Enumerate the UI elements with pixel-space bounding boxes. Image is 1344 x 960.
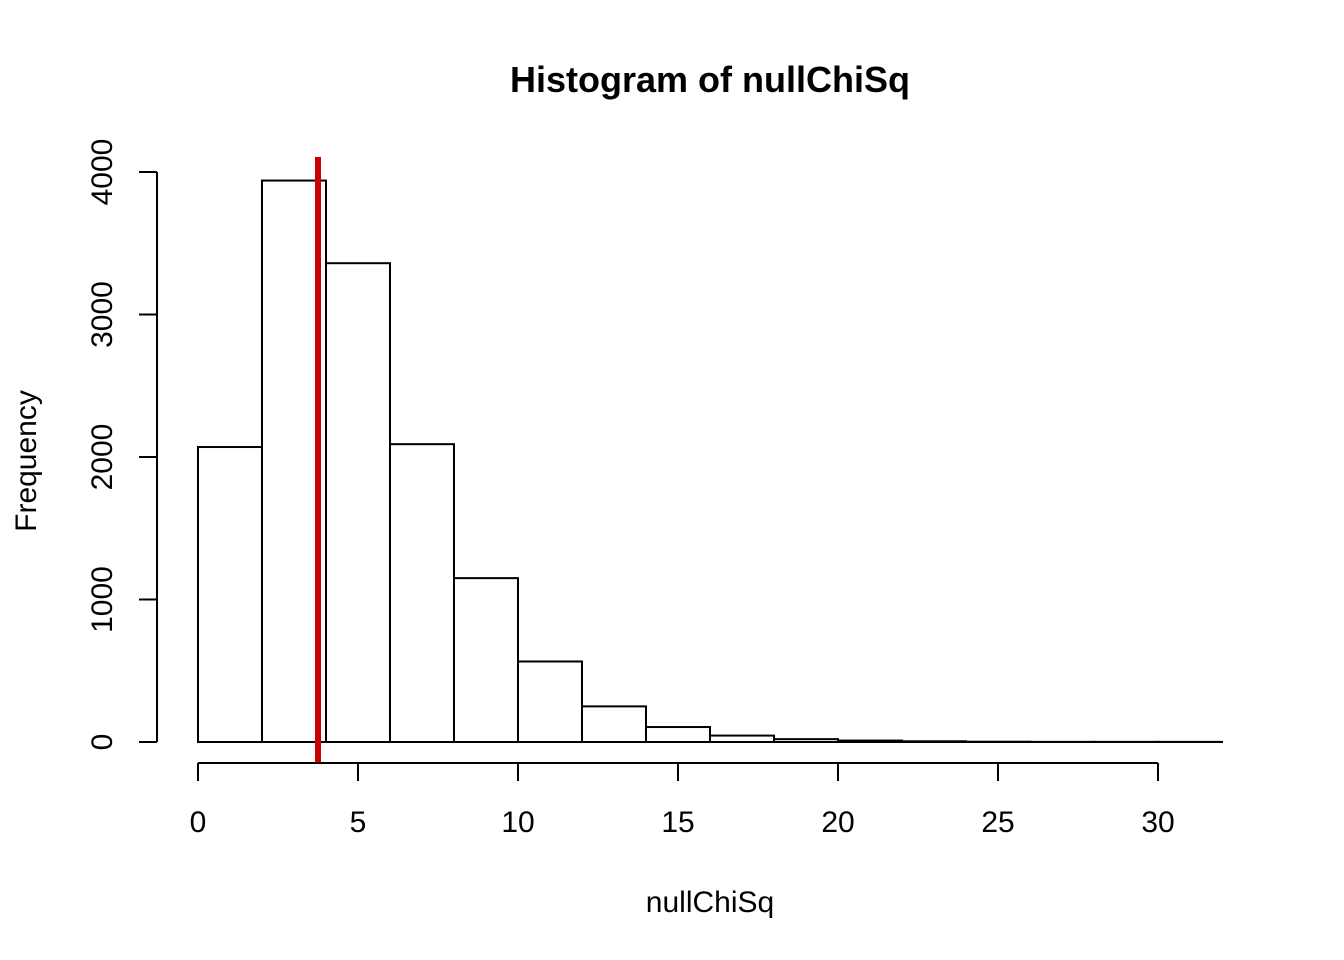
chart-title: Histogram of nullChiSq (510, 59, 910, 100)
y-tick-label: 3000 (86, 281, 119, 348)
histogram-bar (325, 262, 391, 743)
histogram-bar (709, 734, 775, 744)
y-tick-label: 2000 (86, 424, 119, 491)
histogram-bar (645, 726, 711, 743)
x-tick-label: 5 (350, 806, 367, 839)
x-tick-label: 30 (1141, 806, 1174, 839)
histogram-bar (453, 577, 519, 743)
histogram-bar (197, 446, 263, 743)
histogram-bar (901, 740, 967, 743)
histogram-bar (581, 705, 647, 743)
x-tick-label: 20 (821, 806, 854, 839)
x-axis: 0 5 10 15 20 25 30 (190, 762, 1175, 839)
y-axis-label: Frequency (10, 390, 43, 532)
y-tick-label: 1000 (86, 566, 119, 633)
y-axis: 0 1000 2000 3000 4000 (86, 139, 158, 751)
x-tick-label: 15 (661, 806, 694, 839)
y-tick-label: 4000 (86, 139, 119, 206)
y-tick-label: 0 (86, 734, 119, 751)
histogram-bar (389, 443, 455, 743)
x-axis-label: nullChiSq (646, 886, 774, 919)
x-tick-label: 10 (501, 806, 534, 839)
histogram-bars (197, 179, 1223, 744)
histogram-bar (837, 739, 903, 744)
x-tick-label: 25 (981, 806, 1014, 839)
histogram-bar (517, 660, 583, 743)
x-tick-label: 0 (190, 806, 207, 839)
histogram-bar (773, 738, 839, 744)
